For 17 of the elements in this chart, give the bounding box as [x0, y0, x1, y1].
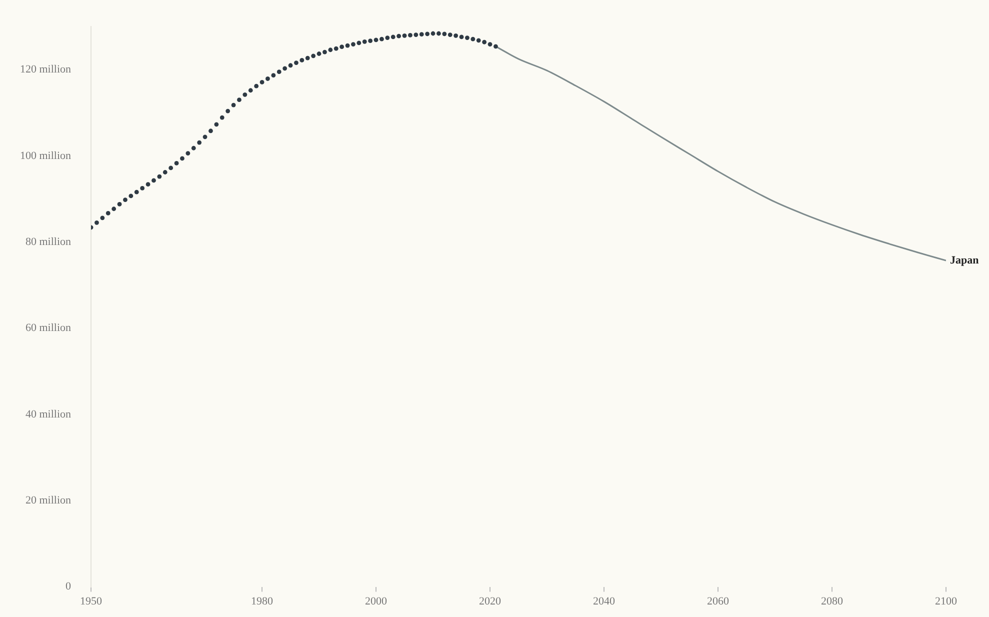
y-tick-label: 80 million: [26, 236, 72, 248]
series-label: Japan: [950, 254, 979, 266]
x-tick-label: 2020: [479, 595, 502, 608]
line-series: [494, 46, 946, 262]
x-tick-label: 2040: [593, 595, 616, 608]
x-tick-label: 2080: [821, 595, 844, 608]
x-tick-label: 2060: [707, 595, 730, 608]
y-tick-label: 60 million: [26, 322, 72, 334]
x-tick-label: 2000: [365, 595, 388, 608]
y-tick-label: 100 million: [20, 150, 72, 162]
y-tick-label: 0: [66, 580, 72, 593]
y-tick-label: 40 million: [26, 408, 72, 420]
y-tick-label: 20 million: [26, 494, 72, 507]
x-tick-label: 1980: [251, 595, 274, 608]
x-tick-label: 1950: [80, 595, 103, 608]
y-tick-label: 120 million: [20, 64, 72, 76]
x-tick-label: 2100: [935, 595, 958, 608]
